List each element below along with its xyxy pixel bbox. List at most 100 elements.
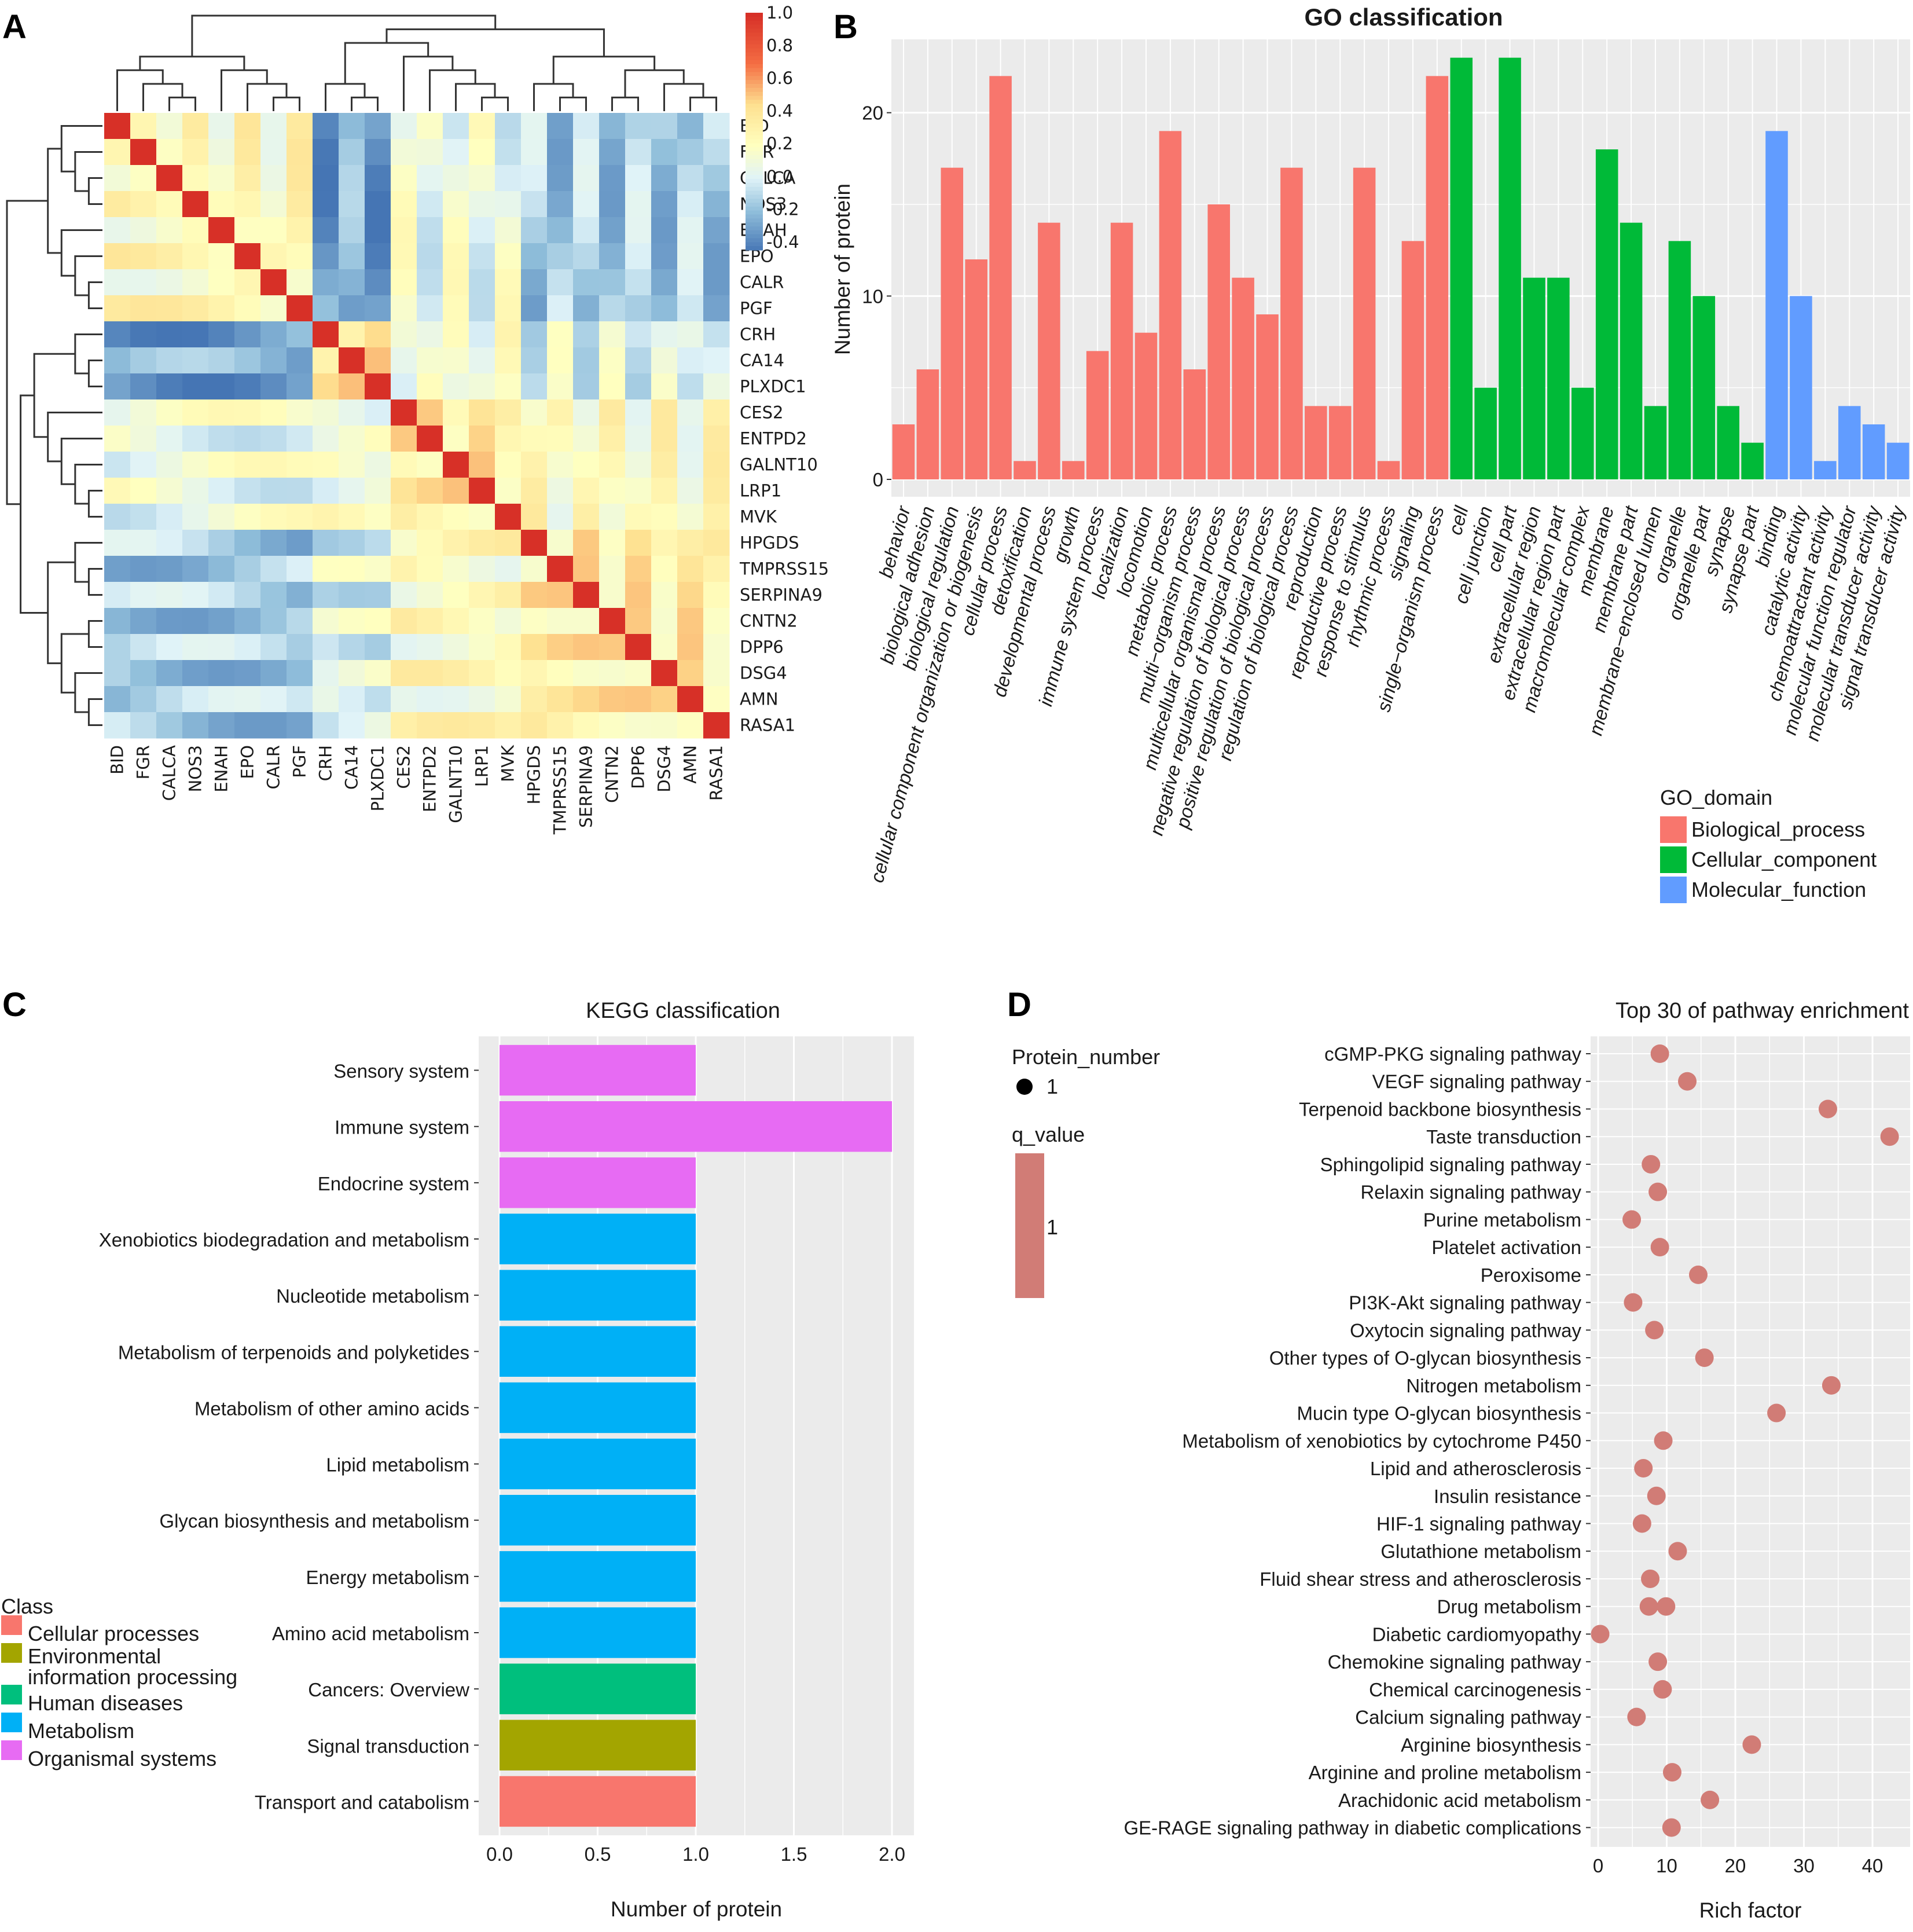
heatmap-cell [287, 582, 313, 608]
kegg-x-axis-title: Number of protein [611, 1897, 782, 1921]
heatmap-cell [651, 217, 678, 244]
heatmap-cell [130, 452, 157, 478]
enrichment-point [1648, 1182, 1668, 1201]
heatmap-cell [156, 295, 183, 322]
heatmap-cell [521, 426, 548, 452]
heatmap-cell [339, 217, 365, 244]
heatmap-cell [156, 530, 183, 556]
go-bar [1692, 296, 1716, 479]
heatmap-cell [208, 269, 235, 296]
heatmap-cell [365, 113, 391, 140]
go-bar [1547, 277, 1570, 479]
enrichment-point [1657, 1597, 1676, 1616]
heatmap-cell [495, 269, 522, 296]
heatmap-cell [599, 243, 626, 270]
heatmap-cell [599, 712, 626, 739]
heatmap-cell [391, 139, 417, 166]
heatmap-cell [625, 217, 652, 244]
go-y-axis-title: Number of protein [831, 184, 854, 355]
column-dendrogram-link [139, 56, 245, 71]
heatmap-cell [391, 269, 417, 296]
heatmap-cell [469, 139, 495, 166]
heatmap-cell [234, 452, 261, 478]
heatmap-cell [417, 582, 443, 608]
heatmap-cell [495, 217, 522, 244]
colorbar-segment [746, 123, 763, 128]
row-dendrogram-link [47, 412, 102, 463]
heatmap-cell [260, 165, 287, 192]
heatmap-cell [339, 660, 365, 687]
colorbar-segment [746, 16, 763, 21]
heatmap-cell [156, 321, 183, 348]
heatmap-cell [182, 217, 209, 244]
kegg-bar [500, 1551, 696, 1602]
heatmap-cell [260, 217, 287, 244]
heatmap-cell [156, 712, 183, 739]
heatmap-cell [573, 660, 600, 687]
heatmap-cell [547, 712, 574, 739]
enrichment-pathway-label: Arginine and proline metabolism [1309, 1762, 1581, 1783]
heatmap-cell [625, 191, 652, 218]
heatmap-cell [521, 582, 548, 608]
heatmap-cell [391, 686, 417, 713]
heatmap-cell [469, 556, 495, 582]
kegg-legend-label-line: information processing [28, 1665, 237, 1689]
heatmap-cell [339, 530, 365, 556]
go-bar [1328, 406, 1352, 479]
panel-letter-c: C [2, 986, 27, 1024]
heatmap-cell [130, 556, 157, 582]
heatmap-cell [313, 217, 339, 244]
heatmap-cell [130, 165, 157, 192]
heatmap-cell [651, 347, 678, 374]
colorbar-segment [746, 44, 763, 49]
enrichment-pathway-label: Insulin resistance [1434, 1486, 1581, 1507]
heatmap-cell [573, 113, 600, 140]
heatmap-cell [234, 243, 261, 270]
kegg-legend-label-line: Environmental [28, 1644, 161, 1668]
heatmap-cell [703, 373, 730, 400]
go-bar [892, 424, 915, 479]
heatmap-cell [104, 295, 131, 322]
heatmap-cell [130, 582, 157, 608]
heatmap-cell [104, 686, 131, 713]
heatmap-cell [417, 113, 443, 140]
enrichment-pathway-label: Mucin type O-glycan biosynthesis [1297, 1403, 1581, 1424]
heatmap-row-label: CALR [740, 273, 784, 292]
heatmap-cell [443, 686, 469, 713]
heatmap-cell [547, 660, 574, 687]
row-dendrogram-link [47, 561, 75, 665]
heatmap-row-dendrogram [6, 125, 102, 726]
enrichment-gridlines [1591, 1036, 1910, 1847]
heatmap-cell [104, 556, 131, 582]
heatmap-cell [182, 399, 209, 426]
heatmap-cell [182, 269, 209, 296]
colorbar-segment [746, 190, 763, 195]
enrichment-pathway-label: Sphingolipid signaling pathway [1320, 1154, 1582, 1175]
heatmap-cell [521, 399, 548, 426]
heatmap-cell [469, 347, 495, 374]
heatmap-cell [182, 165, 209, 192]
heatmap-cell [547, 478, 574, 504]
heatmap-cell [443, 530, 469, 556]
heatmap-cell [547, 582, 574, 608]
heatmap-cell [573, 347, 600, 374]
heatmap-cell [703, 243, 730, 270]
heatmap-row-label: DPP6 [740, 637, 784, 657]
heatmap-cell [573, 139, 600, 166]
heatmap-cell [573, 321, 600, 348]
heatmap-cell [260, 452, 287, 478]
heatmap-cell [339, 139, 365, 166]
heatmap-cell [625, 452, 652, 478]
heatmap-cell [234, 321, 261, 348]
heatmap-row-label: PGF [740, 299, 773, 318]
go-legend-swatch [1660, 877, 1687, 903]
heatmap-cell [365, 399, 391, 426]
kegg-legend-label: Organismal systems [28, 1747, 216, 1770]
heatmap-cell [208, 504, 235, 530]
heatmap-cell [573, 556, 600, 582]
heatmap-cell [677, 347, 704, 374]
heatmap-cell [391, 347, 417, 374]
heatmap-cell [287, 347, 313, 374]
heatmap-cell [521, 191, 548, 218]
